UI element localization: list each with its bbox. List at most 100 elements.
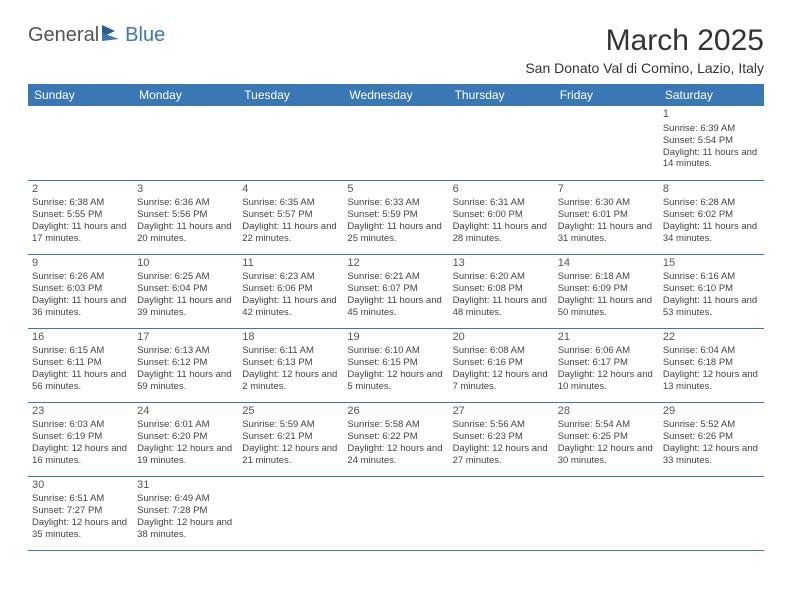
day-number: 23 (32, 405, 129, 419)
sunrise-text: Sunrise: 6:21 AM (347, 271, 444, 283)
day-number: 30 (32, 479, 129, 493)
sunrise-text: Sunrise: 6:39 AM (663, 123, 760, 135)
daylight-text: Daylight: 11 hours and 39 minutes. (137, 295, 234, 319)
day-number: 21 (558, 331, 655, 345)
sunrise-text: Sunrise: 6:30 AM (558, 197, 655, 209)
sunset-text: Sunset: 6:21 PM (242, 431, 339, 443)
calendar-day-cell: 29Sunrise: 5:52 AMSunset: 6:26 PMDayligh… (659, 402, 764, 476)
daylight-text: Daylight: 12 hours and 30 minutes. (558, 443, 655, 467)
day-number: 13 (453, 257, 550, 271)
calendar-table: SundayMondayTuesdayWednesdayThursdayFrid… (28, 84, 764, 551)
sunset-text: Sunset: 6:13 PM (242, 357, 339, 369)
sunset-text: Sunset: 5:55 PM (32, 209, 129, 221)
calendar-empty-cell (238, 106, 343, 180)
sunrise-text: Sunrise: 6:35 AM (242, 197, 339, 209)
calendar-empty-cell (659, 476, 764, 550)
day-number: 22 (663, 331, 760, 345)
calendar-day-cell: 2Sunrise: 6:38 AMSunset: 5:55 PMDaylight… (28, 180, 133, 254)
calendar-day-cell: 10Sunrise: 6:25 AMSunset: 6:04 PMDayligh… (133, 254, 238, 328)
day-header: Saturday (659, 84, 764, 106)
sunset-text: Sunset: 6:07 PM (347, 283, 444, 295)
daylight-text: Daylight: 11 hours and 31 minutes. (558, 221, 655, 245)
day-number: 1 (663, 108, 760, 122)
calendar-day-cell: 13Sunrise: 6:20 AMSunset: 6:08 PMDayligh… (449, 254, 554, 328)
sunset-text: Sunset: 6:00 PM (453, 209, 550, 221)
sunrise-text: Sunrise: 6:38 AM (32, 197, 129, 209)
day-number: 25 (242, 405, 339, 419)
sunrise-text: Sunrise: 6:18 AM (558, 271, 655, 283)
sunset-text: Sunset: 6:08 PM (453, 283, 550, 295)
sunset-text: Sunset: 6:25 PM (558, 431, 655, 443)
sunrise-text: Sunrise: 5:59 AM (242, 419, 339, 431)
daylight-text: Daylight: 12 hours and 16 minutes. (32, 443, 129, 467)
sunset-text: Sunset: 6:02 PM (663, 209, 760, 221)
daylight-text: Daylight: 11 hours and 22 minutes. (242, 221, 339, 245)
sunset-text: Sunset: 7:28 PM (137, 505, 234, 517)
daylight-text: Daylight: 11 hours and 53 minutes. (663, 295, 760, 319)
sunrise-text: Sunrise: 6:36 AM (137, 197, 234, 209)
sunrise-text: Sunrise: 6:31 AM (453, 197, 550, 209)
brand-logo: General Blue (28, 24, 165, 47)
calendar-day-cell: 26Sunrise: 5:58 AMSunset: 6:22 PMDayligh… (343, 402, 448, 476)
daylight-text: Daylight: 12 hours and 13 minutes. (663, 369, 760, 393)
day-number: 31 (137, 479, 234, 493)
calendar-empty-cell (343, 476, 448, 550)
sunrise-text: Sunrise: 6:08 AM (453, 345, 550, 357)
day-number: 16 (32, 331, 129, 345)
day-number: 9 (32, 257, 129, 271)
day-number: 2 (32, 183, 129, 197)
calendar-day-cell: 7Sunrise: 6:30 AMSunset: 6:01 PMDaylight… (554, 180, 659, 254)
brand-text-blue: Blue (125, 24, 165, 47)
sunrise-text: Sunrise: 5:56 AM (453, 419, 550, 431)
day-number: 11 (242, 257, 339, 271)
sunrise-text: Sunrise: 6:20 AM (453, 271, 550, 283)
calendar-week-row: 23Sunrise: 6:03 AMSunset: 6:19 PMDayligh… (28, 402, 764, 476)
sunrise-text: Sunrise: 6:25 AM (137, 271, 234, 283)
sunrise-text: Sunrise: 6:26 AM (32, 271, 129, 283)
brand-text-general: General (28, 24, 99, 47)
sunset-text: Sunset: 6:18 PM (663, 357, 760, 369)
flag-icon (101, 24, 123, 47)
day-number: 24 (137, 405, 234, 419)
sunrise-text: Sunrise: 5:58 AM (347, 419, 444, 431)
calendar-empty-cell (343, 106, 448, 180)
sunrise-text: Sunrise: 6:51 AM (32, 493, 129, 505)
day-number: 12 (347, 257, 444, 271)
daylight-text: Daylight: 11 hours and 36 minutes. (32, 295, 129, 319)
calendar-day-cell: 23Sunrise: 6:03 AMSunset: 6:19 PMDayligh… (28, 402, 133, 476)
daylight-text: Daylight: 11 hours and 14 minutes. (663, 147, 760, 171)
daylight-text: Daylight: 11 hours and 28 minutes. (453, 221, 550, 245)
sunset-text: Sunset: 6:12 PM (137, 357, 234, 369)
day-number: 26 (347, 405, 444, 419)
daylight-text: Daylight: 12 hours and 10 minutes. (558, 369, 655, 393)
sunset-text: Sunset: 6:11 PM (32, 357, 129, 369)
sunrise-text: Sunrise: 6:04 AM (663, 345, 760, 357)
calendar-empty-cell (449, 476, 554, 550)
calendar-day-cell: 16Sunrise: 6:15 AMSunset: 6:11 PMDayligh… (28, 328, 133, 402)
daylight-text: Daylight: 12 hours and 33 minutes. (663, 443, 760, 467)
sunset-text: Sunset: 6:04 PM (137, 283, 234, 295)
daylight-text: Daylight: 11 hours and 42 minutes. (242, 295, 339, 319)
day-number: 18 (242, 331, 339, 345)
calendar-day-cell: 9Sunrise: 6:26 AMSunset: 6:03 PMDaylight… (28, 254, 133, 328)
calendar-empty-cell (238, 476, 343, 550)
location-text: San Donato Val di Comino, Lazio, Italy (525, 60, 764, 76)
daylight-text: Daylight: 11 hours and 59 minutes. (137, 369, 234, 393)
day-number: 15 (663, 257, 760, 271)
daylight-text: Daylight: 11 hours and 56 minutes. (32, 369, 129, 393)
calendar-body: 1Sunrise: 6:39 AMSunset: 5:54 PMDaylight… (28, 106, 764, 550)
calendar-week-row: 1Sunrise: 6:39 AMSunset: 5:54 PMDaylight… (28, 106, 764, 180)
calendar-day-cell: 31Sunrise: 6:49 AMSunset: 7:28 PMDayligh… (133, 476, 238, 550)
day-header: Monday (133, 84, 238, 106)
sunrise-text: Sunrise: 6:23 AM (242, 271, 339, 283)
sunset-text: Sunset: 6:23 PM (453, 431, 550, 443)
calendar-empty-cell (554, 106, 659, 180)
sunrise-text: Sunrise: 6:13 AM (137, 345, 234, 357)
sunrise-text: Sunrise: 6:28 AM (663, 197, 760, 209)
calendar-empty-cell (133, 106, 238, 180)
calendar-day-cell: 5Sunrise: 6:33 AMSunset: 5:59 PMDaylight… (343, 180, 448, 254)
calendar-day-cell: 21Sunrise: 6:06 AMSunset: 6:17 PMDayligh… (554, 328, 659, 402)
calendar-empty-cell (28, 106, 133, 180)
sunset-text: Sunset: 6:06 PM (242, 283, 339, 295)
sunrise-text: Sunrise: 6:33 AM (347, 197, 444, 209)
